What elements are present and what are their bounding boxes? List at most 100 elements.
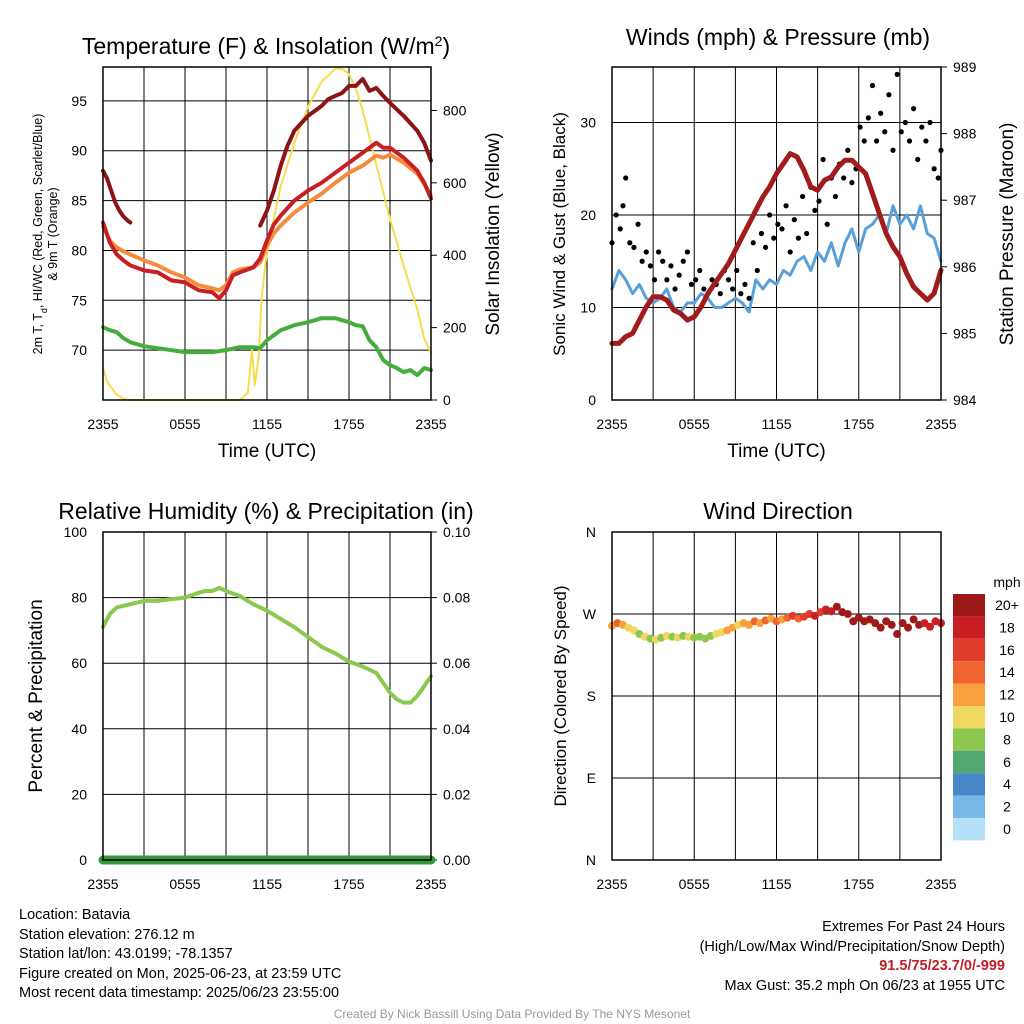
rh-x-tick-label: 1755: [333, 876, 364, 892]
wind-gust-point: [668, 263, 674, 269]
wdir-legend-swatch: [953, 594, 985, 617]
wind-gust-point: [617, 226, 623, 232]
rh-x-tick-label: 2355: [415, 876, 446, 892]
wind-gust-point: [910, 106, 917, 112]
temp-x-tick-label: 1155: [252, 416, 282, 432]
temp-x-tick-label: 1755: [333, 416, 364, 432]
wind-gust-point: [746, 295, 752, 301]
wdir-legend-title: mph: [993, 574, 1020, 590]
wind-frame: [611, 66, 942, 401]
wdir-legend-label: 14: [999, 664, 1015, 680]
rh-y2-tick-label: 0.04: [443, 721, 470, 737]
wind-gust-point: [734, 267, 740, 274]
wind-y-tick-label: 10: [580, 300, 596, 316]
temp-y2-tick-label: 600: [443, 175, 467, 191]
temp-heat_index_late-line: [258, 77, 433, 228]
wind-gust-point: [750, 240, 756, 246]
wind-gust-point: [931, 166, 937, 172]
wind-gust-point: [730, 286, 736, 292]
wind-gust-point: [779, 226, 785, 232]
wind-gust-point: [775, 221, 781, 227]
wdir-y-tick-label: N: [586, 524, 596, 540]
wdir-point: [827, 607, 836, 616]
wind-gust-point: [923, 138, 929, 144]
wind-y-axis-label: Sonic Wind & Gust (Blue, Black): [550, 112, 569, 356]
figure-created: Figure created on Mon, 2025-06-23, at 23…: [19, 965, 342, 982]
wind-x-tick-label: 1155: [761, 416, 791, 432]
wind-gust-point: [631, 244, 637, 250]
wdir-legend-label: 6: [1003, 754, 1011, 770]
temp-x-tick-label: 2355: [415, 416, 446, 432]
extremes-subtitle: (High/Low/Max Wind/Precipitation/Snow De…: [699, 938, 1005, 955]
wind-gust-point: [865, 115, 871, 121]
wind-gust-point: [873, 138, 880, 144]
wdir-legend-swatch: [953, 750, 985, 774]
wind-gust-point: [620, 203, 626, 209]
wind-y-tick-label: 0: [588, 392, 596, 408]
rh-x-tick-label: 0555: [169, 876, 200, 892]
temp-y-tick-label: 90: [71, 143, 87, 159]
extremes-title: Extremes For Past 24 Hours: [822, 919, 1005, 935]
wind-gust-point: [861, 138, 867, 144]
wind-gust-point: [906, 138, 913, 144]
wind-gust-point: [672, 286, 678, 292]
wdir-x-tick-label: 2355: [925, 876, 956, 892]
wind-gust-point: [857, 124, 863, 130]
rh-x-tick-label: 2355: [87, 876, 118, 892]
temp-x-tick-label: 0555: [169, 416, 200, 432]
wind-gust-point: [651, 277, 658, 283]
wind-gust-point: [820, 156, 826, 163]
temp-y-axis-label: 2m T, Td, HI/WC (Red, Green, Scarlet/Blu…: [31, 114, 49, 355]
wind-gust-point: [816, 198, 822, 204]
wind-gust-point: [783, 203, 789, 209]
wind-y-tick-label: 20: [580, 207, 596, 223]
wind-x-tick-label: 2355: [925, 416, 956, 432]
wind-gust-point: [919, 124, 925, 130]
temp-y-tick-label: 85: [71, 193, 87, 209]
wind-gust-point: [869, 82, 876, 89]
wind-pressure-line: [609, 151, 944, 346]
wind-gust-point: [639, 258, 645, 264]
temp-y-axis-label-line2: & 9m T (Orange): [46, 187, 60, 280]
wdir-legend-swatch: [953, 661, 985, 684]
temp-y-tick-label: 70: [71, 342, 87, 358]
extremes-panel: Extremes For Past 24 Hours (High/Low/Max…: [700, 918, 1005, 996]
wind-gust-point: [676, 272, 682, 278]
wdir-legend-label: 10: [999, 709, 1015, 725]
wind-gust-point: [680, 258, 686, 264]
wind-gust-point: [915, 156, 921, 163]
wind-gust-point: [882, 129, 888, 135]
wdir-legend-swatch: [953, 728, 985, 751]
wind-gust-point: [767, 212, 773, 218]
temp-y2-tick-label: 400: [443, 247, 467, 263]
wdir-title: Wind Direction: [703, 498, 853, 524]
wind-gust-point: [762, 244, 769, 250]
temp-y2-axis-label: Solar Insolation (Yellow): [483, 132, 504, 335]
max-gust: Max Gust: 35.2 mph On 06/23 at 1955 UTC: [724, 977, 1005, 994]
wind-gust-point: [890, 147, 896, 153]
wind-gust-point: [894, 71, 900, 77]
rh-x-tick-label: 1155: [252, 876, 282, 892]
wind-gust-point: [754, 267, 760, 274]
temp-y2-tick-label: 200: [443, 320, 467, 336]
wind-gust-point: [935, 175, 941, 181]
wind-gust-point: [799, 193, 806, 200]
wdir-point: [909, 615, 918, 624]
wind-gust-point: [664, 277, 670, 283]
wind-gust-point: [849, 180, 855, 186]
wdir-legend-swatch: [953, 706, 985, 729]
wdir-point: [876, 623, 885, 632]
temp-y-axis-subscript: d: [39, 308, 49, 313]
wind-gust-point: [738, 291, 744, 297]
wind-gust-point: [693, 277, 699, 283]
wdir-legend-label: 4: [1003, 776, 1011, 792]
wind-gust-point: [758, 230, 765, 237]
wind-gust-point: [812, 207, 818, 213]
temp-title-superscript: 2: [435, 33, 443, 49]
wind-y2-tick-label: 989: [953, 59, 977, 75]
temp-x-tick-label: 2355: [87, 416, 118, 432]
wind-y2-tick-label: 987: [953, 192, 977, 208]
wdir-x-tick-label: 2355: [596, 876, 627, 892]
wind-x-tick-label: 2355: [596, 416, 627, 432]
wind-gust-point: [709, 277, 715, 283]
